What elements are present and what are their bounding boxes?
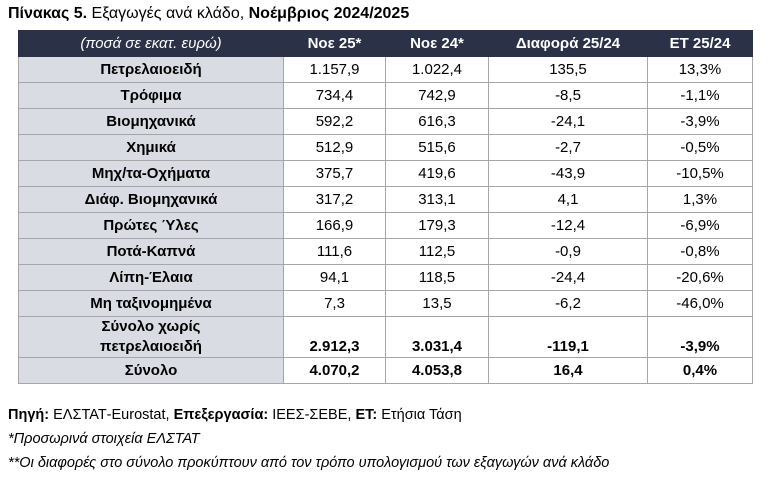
cell: 112,5 [385,238,489,265]
table-row: Λίπη-Έλαια 94,1 118,5 -24,4 -20,6% [18,264,753,291]
row-label: Πρώτες Ύλες [18,212,284,239]
cell: 0,4% [647,357,753,384]
row-label: Μη ταξινομημένα [18,290,284,317]
title-text: Εξαγωγές ανά κλάδο, [87,5,249,22]
column-header: (ποσά σε εκατ. ευρώ) [18,30,284,57]
et-text: Ετήσια Τάση [377,407,462,423]
table-row: Σύνολο χωρίς πετρελαιοειδή 2.912,3 3.031,4… [18,316,753,358]
cell: 512,9 [283,134,386,161]
table-body: Πετρελαιοειδή 1.157,9 1.022,4 135,5 13,3% Τρό… [18,56,753,384]
table-row: Μη ταξινομημένα 7,3 13,5 -6,2 -46,0% [18,290,753,317]
cell: -8,5 [488,82,648,109]
cell: 111,6 [283,238,386,265]
title: Πίνακας 5. Εξαγωγές ανά κλάδο, Νοέμβριος… [8,5,409,23]
cell: 375,7 [283,160,386,187]
cell: 4.053,8 [385,357,489,384]
cell: 515,6 [385,134,489,161]
cell: -24,1 [488,108,648,135]
note: *Προσωρινά στοιχεία ΕΛΣΤΑΤ [8,431,200,447]
cell: 419,6 [385,160,489,187]
note: **Οι διαφορές στο σύνολο προκύπτουν από … [8,455,610,471]
processing-label: Επεξεργασία: [173,407,269,423]
column-header: Διαφορά 25/24 [488,30,648,57]
et-label: ΕΤ: [355,407,378,423]
table-row: Χημικά 512,9 515,6 -2,7 -0,5% [18,134,753,161]
cell: 166,9 [283,212,386,239]
cell: -24,4 [488,264,648,291]
row-label: Διάφ. Βιομηχανικά [18,186,284,213]
cell: 135,5 [488,56,648,83]
cell: -6,9% [647,212,753,239]
cell: -12,4 [488,212,648,239]
row-label: Βιομηχανικά [18,108,284,135]
cell: -0,5% [647,134,753,161]
cell: -1,1% [647,82,753,109]
processing-text: ΙΕΕΣ-ΣΕΒΕ, [268,407,356,423]
table-row: Βιομηχανικά 592,2 616,3 -24,1 -3,9% [18,108,753,135]
cell: 16,4 [488,357,648,384]
table-row: Διάφ. Βιομηχανικά 317,2 313,1 4,1 1,3% [18,186,753,213]
cell: 7,3 [283,290,386,317]
table-row: Ποτά-Καπνά 111,6 112,5 -0,9 -0,8% [18,238,753,265]
cell: 94,1 [283,264,386,291]
row-label: Μηχ/τα-Οχήματα [18,160,284,187]
cell: -0,8% [647,238,753,265]
cell: -119,1 [488,316,648,358]
cell: 616,3 [385,108,489,135]
cell: 313,1 [385,186,489,213]
row-label: Χημικά [18,134,284,161]
cell: 317,2 [283,186,386,213]
row-label: Λίπη-Έλαια [18,264,284,291]
cell: 13,3% [647,56,753,83]
cell: 4,1 [488,186,648,213]
cell: -2,7 [488,134,648,161]
cell: 3.031,4 [385,316,489,358]
cell: 742,9 [385,82,489,109]
table-row: Μηχ/τα-Οχήματα 375,7 419,6 -43,9 -10,5% [18,160,753,187]
table-row: Τρόφιμα 734,4 742,9 -8,5 -1,1% [18,82,753,109]
table-row: Σύνολο 4.070,2 4.053,8 16,4 0,4% [18,357,753,384]
cell: -0,9 [488,238,648,265]
table-row: Πρώτες Ύλες 166,9 179,3 -12,4 -6,9% [18,212,753,239]
cell: 118,5 [385,264,489,291]
cell: -3,9% [647,316,753,358]
cell: 4.070,2 [283,357,386,384]
source: Πηγή: ΕΛΣΤΑΤ-Eurostat, Επεξεργασία: ΙΕΕΣ… [8,407,462,423]
row-label: Σύνολο [18,357,284,384]
exports-table: (ποσά σε εκατ. ευρώ) Νοε 25* Νοε 24* Διαφορ… [18,30,753,384]
title-period: Νοέμβριος 2024/2025 [248,5,410,22]
cell: -20,6% [647,264,753,291]
row-label: Τρόφιμα [18,82,284,109]
cell: -3,9% [647,108,753,135]
cell: 13,5 [385,290,489,317]
cell: 2.912,3 [283,316,386,358]
cell: -6,2 [488,290,648,317]
cell: -46,0% [647,290,753,317]
source-text: ΕΛΣΤΑΤ-Eurostat, [49,407,174,423]
cell: 179,3 [385,212,489,239]
cell: 1,3% [647,186,753,213]
source-label: Πηγή: [8,407,50,423]
cell: 1.022,4 [385,56,489,83]
header-row: (ποσά σε εκατ. ευρώ) Νοε 25* Νοε 24* Διαφορ… [18,30,753,57]
cell: 592,2 [283,108,386,135]
column-header: Νοε 24* [385,30,489,57]
title-number: Πίνακας 5. [8,5,88,22]
cell: -10,5% [647,160,753,187]
column-header: ΕΤ 25/24 [647,30,753,57]
column-header: Νοε 25* [283,30,386,57]
row-label: Σύνολο χωρίς πετρελαιοειδή [18,316,284,358]
cell: -43,9 [488,160,648,187]
cell: 734,4 [283,82,386,109]
row-label: Πετρελαιοειδή [18,56,284,83]
row-label: Ποτά-Καπνά [18,238,284,265]
cell: 1.157,9 [283,56,386,83]
table-row: Πετρελαιοειδή 1.157,9 1.022,4 135,5 13,3% [18,56,753,83]
